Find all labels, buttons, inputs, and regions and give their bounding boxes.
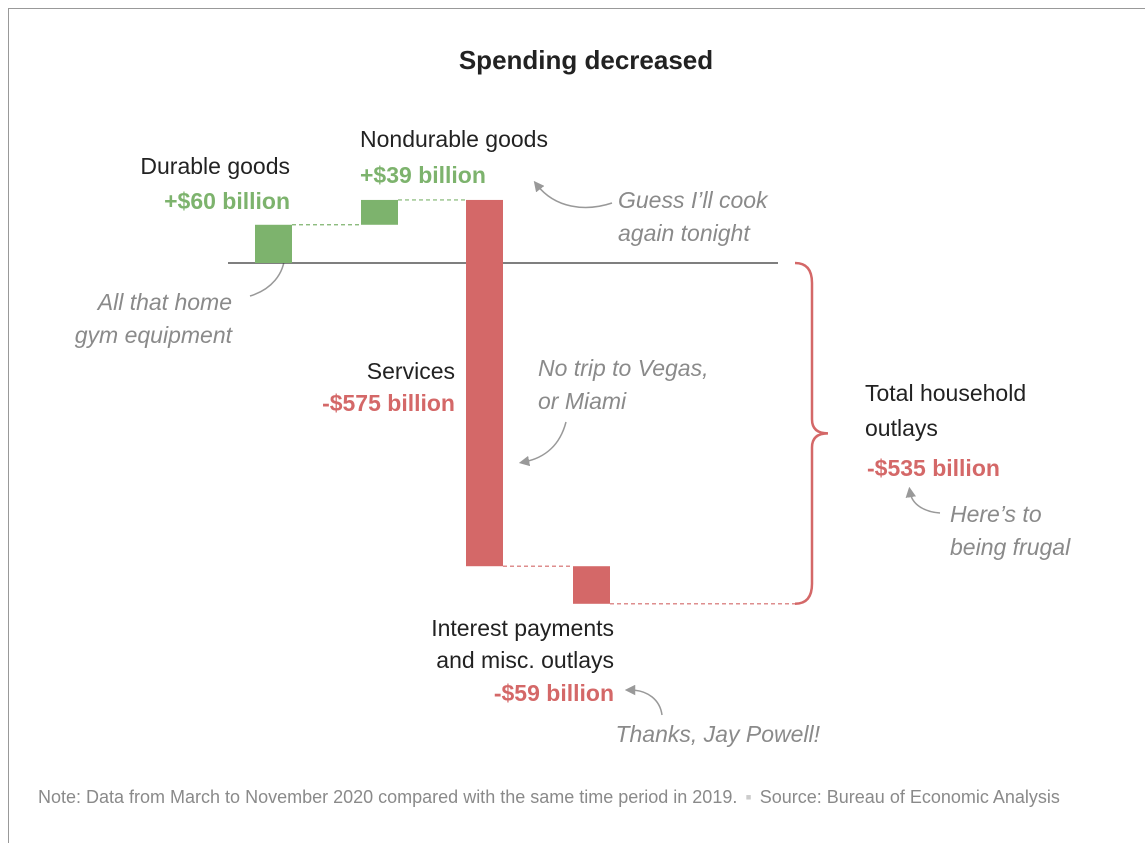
total-label: outlays — [865, 415, 938, 441]
annotation: Here’s to — [950, 501, 1042, 527]
annotation: Thanks, Jay Powell! — [615, 721, 820, 747]
annotation: again tonight — [618, 220, 751, 246]
total-value-label: -$535 billion — [867, 455, 1000, 481]
arrow — [624, 684, 663, 716]
category-label: Services — [367, 358, 455, 384]
bar — [361, 199, 398, 225]
category-label: Nondurable goods — [360, 126, 548, 152]
arrow — [905, 486, 941, 514]
annotation: gym equipment — [75, 322, 234, 348]
value-label: -$575 billion — [322, 390, 455, 416]
arrow — [533, 180, 613, 209]
arrow — [518, 421, 567, 467]
category-label: and misc. outlays — [436, 647, 614, 673]
note: Note: Data from March to November 2020 c… — [38, 782, 1128, 812]
category-label: Durable goods — [140, 153, 290, 179]
annotation: being frugal — [950, 534, 1071, 560]
annotation: All that home — [96, 289, 232, 315]
bar — [255, 224, 292, 263]
frame — [8, 8, 1145, 843]
separator: ▪ — [745, 787, 752, 807]
value-label: +$39 billion — [360, 162, 486, 188]
note-text: Note: Data from March to November 2020 c… — [38, 787, 738, 807]
source-text: Source: Bureau of Economic Analysis — [759, 787, 1060, 807]
category-label: Interest payments — [431, 615, 614, 641]
annotation: No trip to Vegas, — [538, 355, 708, 381]
value-label: -$59 billion — [494, 680, 614, 706]
total-label: Total household — [865, 380, 1026, 406]
bar — [573, 566, 610, 604]
chart-title: Spending decreased — [459, 45, 713, 75]
value-label: +$60 billion — [164, 188, 290, 214]
annotation: Guess I’ll cook — [618, 187, 769, 213]
bar — [466, 199, 503, 567]
annotation: or Miami — [538, 388, 627, 414]
total-brace — [794, 261, 829, 606]
